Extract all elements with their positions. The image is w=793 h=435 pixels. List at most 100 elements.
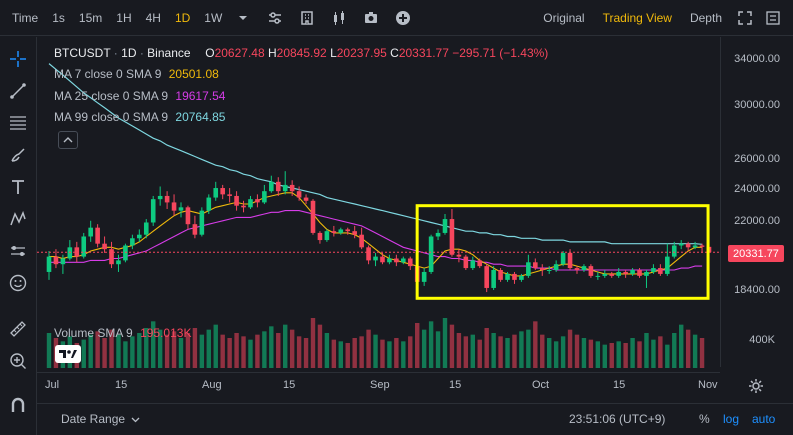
- ruler-icon[interactable]: [8, 319, 28, 339]
- candle: [206, 197, 212, 211]
- text-tool-icon[interactable]: [8, 177, 28, 197]
- time-axis[interactable]: Jul 15 Aug 15 Sep 15 Oct 15 Nov: [37, 372, 720, 400]
- candle: [421, 271, 427, 282]
- candle: [102, 243, 107, 250]
- volume-bar: [421, 329, 427, 368]
- volume-bar: [394, 338, 399, 368]
- interval-1d[interactable]: 1D: [174, 10, 191, 25]
- fullscreen-icon[interactable]: [737, 10, 753, 26]
- volume-bar: [283, 324, 288, 368]
- volume-bar: [470, 334, 475, 368]
- candle: [60, 258, 66, 265]
- candle: [192, 224, 198, 235]
- view-trading-view[interactable]: Trading View: [602, 11, 672, 25]
- pattern-icon[interactable]: [8, 209, 28, 229]
- candle: [671, 245, 677, 257]
- candle: [407, 258, 413, 267]
- candle: [484, 266, 489, 288]
- brush-icon[interactable]: [8, 145, 28, 165]
- volume-bar: [178, 338, 184, 368]
- magnet-icon[interactable]: [8, 395, 28, 415]
- volume-bar: [199, 334, 205, 368]
- candle: [95, 227, 100, 244]
- candle-style-icon[interactable]: [331, 10, 347, 26]
- candle: [456, 254, 462, 257]
- ma99-label: MA 99 close 0 SMA 9: [54, 110, 169, 124]
- view-depth[interactable]: Depth: [689, 11, 722, 25]
- volume-bar: [567, 329, 573, 368]
- clock[interactable]: 23:51:06 (UTC+9): [569, 412, 666, 426]
- volume-bar: [477, 339, 482, 368]
- interval-1s[interactable]: 1s: [52, 10, 65, 25]
- add-indicator-icon[interactable]: [395, 10, 411, 26]
- more-intervals-icon[interactable]: [235, 10, 251, 26]
- volume-bar: [491, 333, 496, 368]
- price-axis[interactable]: 34000.00 30000.00 26000.00 24000.00 2200…: [720, 37, 793, 367]
- horizontal-lines-icon[interactable]: [8, 113, 28, 133]
- volume-bar: [512, 334, 517, 368]
- date-range-button[interactable]: Date Range: [61, 412, 140, 426]
- chart-settings-icon[interactable]: [748, 378, 764, 399]
- legend-interval: 1D: [121, 46, 137, 60]
- candlesticks: [46, 171, 712, 293]
- volume-legend[interactable]: Volume SMA 9 195.013K: [54, 326, 191, 340]
- ma25-legend[interactable]: MA 25 close 0 SMA 9 19617.54: [54, 89, 225, 103]
- chevron-up-icon: [63, 137, 73, 143]
- candle: [567, 252, 573, 269]
- volume-bar: [380, 339, 385, 368]
- volume-bar: [665, 344, 670, 368]
- percent-scale-toggle[interactable]: %: [699, 412, 710, 426]
- ma7-legend[interactable]: MA 7 close 0 SMA 9 20501.08: [54, 67, 219, 81]
- crosshair-icon[interactable]: [8, 49, 28, 69]
- time-label[interactable]: Time: [12, 10, 39, 25]
- camera-icon[interactable]: [363, 10, 379, 26]
- building-icon[interactable]: [299, 10, 315, 26]
- time-tick: 15: [449, 379, 462, 391]
- trendline-icon[interactable]: [8, 81, 28, 101]
- volume-bar: [151, 321, 156, 368]
- ma25-line: [49, 210, 703, 271]
- candle: [81, 236, 87, 257]
- interval-4h[interactable]: 4H: [145, 10, 161, 25]
- candle: [310, 200, 316, 233]
- zoom-in-icon[interactable]: [8, 351, 28, 371]
- volume-bar: [269, 326, 274, 368]
- volume-bar: [387, 341, 392, 368]
- emoji-icon[interactable]: [8, 273, 28, 293]
- volume-bar: [164, 334, 170, 368]
- volume-bar: [206, 329, 211, 368]
- prediction-icon[interactable]: [8, 241, 28, 261]
- candle: [248, 199, 253, 208]
- volume-bar: [685, 329, 691, 368]
- candle: [171, 202, 177, 211]
- candle: [373, 256, 378, 261]
- volume-label: Volume SMA 9: [54, 326, 133, 340]
- drawing-toolbar: [0, 37, 37, 435]
- volume-bar: [533, 321, 538, 368]
- log-scale-toggle[interactable]: log: [723, 412, 740, 426]
- interval-1h[interactable]: 1H: [116, 10, 132, 25]
- volume-bar: [540, 334, 545, 368]
- interval-1w[interactable]: 1W: [204, 10, 223, 25]
- ma99-legend[interactable]: MA 99 close 0 SMA 9 20764.85: [54, 110, 225, 124]
- price-tick: 18400.00: [734, 284, 780, 296]
- time-tick: 15: [283, 379, 296, 391]
- indicator-settings-icon[interactable]: [267, 10, 283, 26]
- ohlc-high: 20845.92: [276, 46, 327, 60]
- price-tick: 24000.00: [734, 183, 780, 195]
- ohlc-open: 20627.48: [214, 46, 265, 60]
- window-menu-icon[interactable]: [765, 10, 781, 26]
- view-original[interactable]: Original: [543, 11, 585, 25]
- candle: [275, 181, 281, 192]
- symbol-name: BTCUSDT: [54, 46, 111, 60]
- volume-bar: [192, 328, 198, 368]
- candle: [658, 268, 663, 274]
- collapse-legend-button[interactable]: [58, 131, 78, 149]
- candle: [630, 270, 635, 274]
- interval-15m[interactable]: 15m: [78, 10, 103, 25]
- auto-scale-toggle[interactable]: auto: [752, 412, 776, 426]
- candle: [123, 245, 128, 261]
- price-chart[interactable]: [37, 37, 720, 372]
- candle: [637, 270, 642, 276]
- ma99-value: 20764.85: [175, 110, 226, 124]
